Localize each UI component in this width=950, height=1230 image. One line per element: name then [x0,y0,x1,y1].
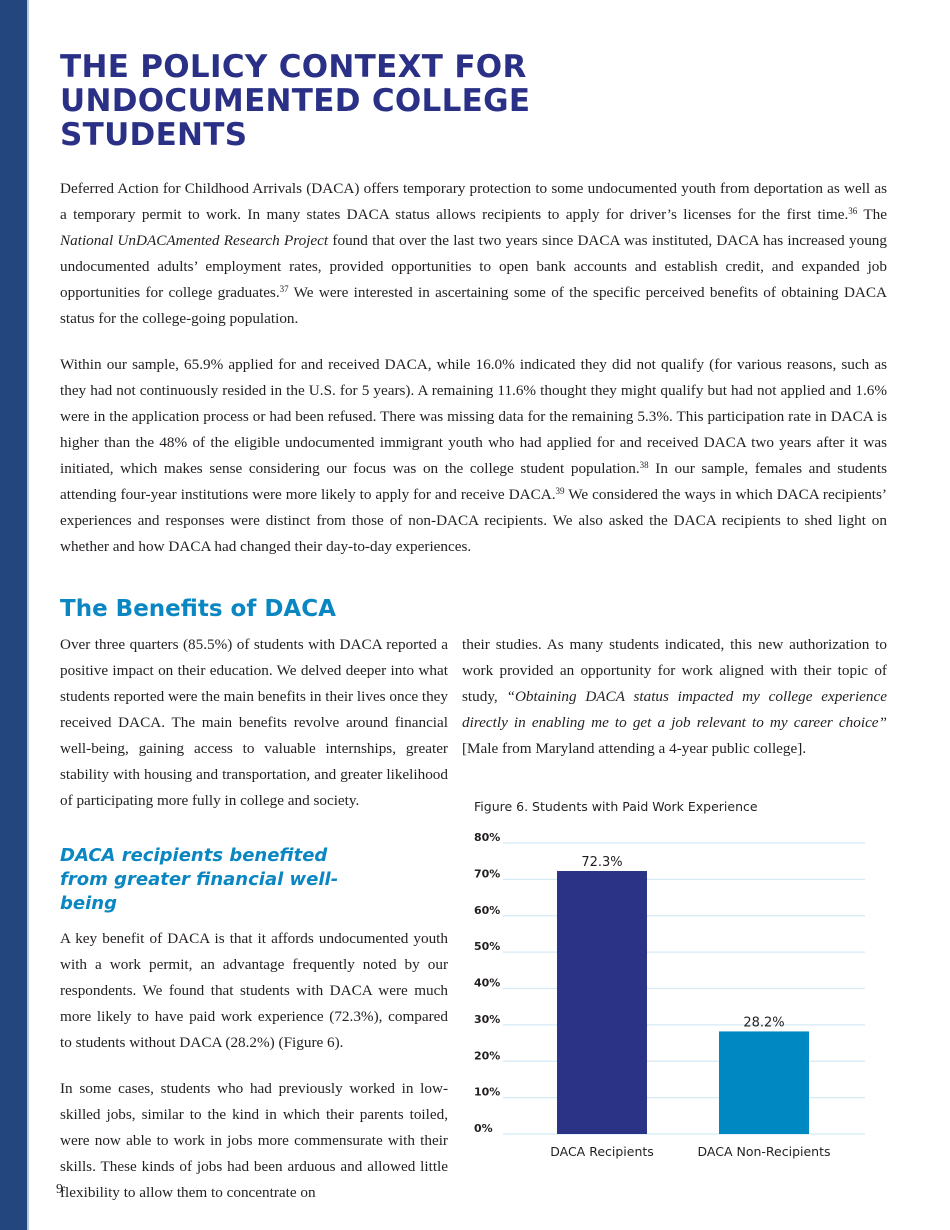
y-tick-label: 10% [474,1086,500,1099]
text-run: In some cases, students who had previous… [60,1080,448,1201]
y-tick-label: 30% [474,1013,500,1026]
footnote-ref: 36 [848,206,858,216]
sidebar-band [0,0,29,1230]
left-column: Over three quarters (85.5%) of students … [60,632,448,1206]
y-tick-label: 80% [474,831,500,844]
page-number: 9 [56,1182,63,1197]
text-run: Deferred Action for Childhood Arrivals (… [60,180,887,223]
bar [719,1031,809,1134]
figure-6: Figure 6. Students with Paid Work Experi… [474,798,887,1166]
y-tick-label: 40% [474,977,500,990]
text-run: We considered the ways in which DACA rec… [60,486,887,555]
data-label: 72.3% [581,855,622,870]
text-run: In our sample, females and students atte… [60,460,887,503]
benefits-paragraph: Over three quarters (85.5%) of students … [60,632,448,814]
right-column: their studies. As many students indicate… [462,632,887,1166]
footnote-ref: 37 [279,284,289,294]
text-run: their studies. As many students indicate… [462,636,887,705]
footnote-ref: 39 [555,486,565,496]
footnote-ref: 38 [639,460,649,470]
italic-text: “Obtaining DACA status impacted my colle… [462,688,887,731]
intro-paragraph-1: Deferred Action for Childhood Arrivals (… [60,176,887,332]
two-column-body: Over three quarters (85.5%) of students … [60,632,887,1206]
financial-paragraph-1: A key benefit of DACA is that it affords… [60,926,448,1056]
intro-paragraph-2: Within our sample, 65.9% applied for and… [60,352,887,560]
y-tick-label: 20% [474,1049,500,1062]
section-heading: The Benefits of DACA [60,596,336,622]
text-run: A key benefit of DACA is that it affords… [60,930,448,1051]
y-tick-label: 60% [474,904,500,917]
text-run: found that over the last two years since… [60,232,887,301]
category-label: DACA Non-Recipients [697,1144,830,1159]
bar [557,871,647,1134]
category-label: DACA Recipients [550,1144,654,1159]
italic-text: National UnDACAmented Research Project [60,232,329,249]
page-title: THE POLICY CONTEXT FOR UNDOCUMENTED COLL… [60,49,531,153]
financial-paragraph-2: In some cases, students who had previous… [60,1076,448,1206]
text-run: We were interested in ascertaining some … [60,284,887,327]
text-run: The [857,206,887,223]
text-run: Over three quarters (85.5%) of students … [60,636,449,809]
y-tick-label: 70% [474,867,500,880]
data-label: 28.2% [743,1015,784,1030]
text-run: Within our sample, 65.9% applied for and… [60,356,887,477]
bar-chart: 0% 10% 20% 30% 40% 50% 60% 70% 80% 72.3% DACA Reci… [474,831,865,1159]
quote-paragraph: their studies. As many students indicate… [462,632,887,762]
y-tick-label: 0% [474,1122,493,1135]
figure-title: Figure 6. Students with Paid Work Experi… [474,799,758,814]
text-run: [Male from Maryland attending a 4-year p… [462,740,807,757]
page-content: THE POLICY CONTEXT FOR UNDOCUMENTED COLL… [60,0,887,1206]
subsection-heading: DACA recipients benefited from greater f… [60,845,339,914]
y-tick-label: 50% [474,940,500,953]
